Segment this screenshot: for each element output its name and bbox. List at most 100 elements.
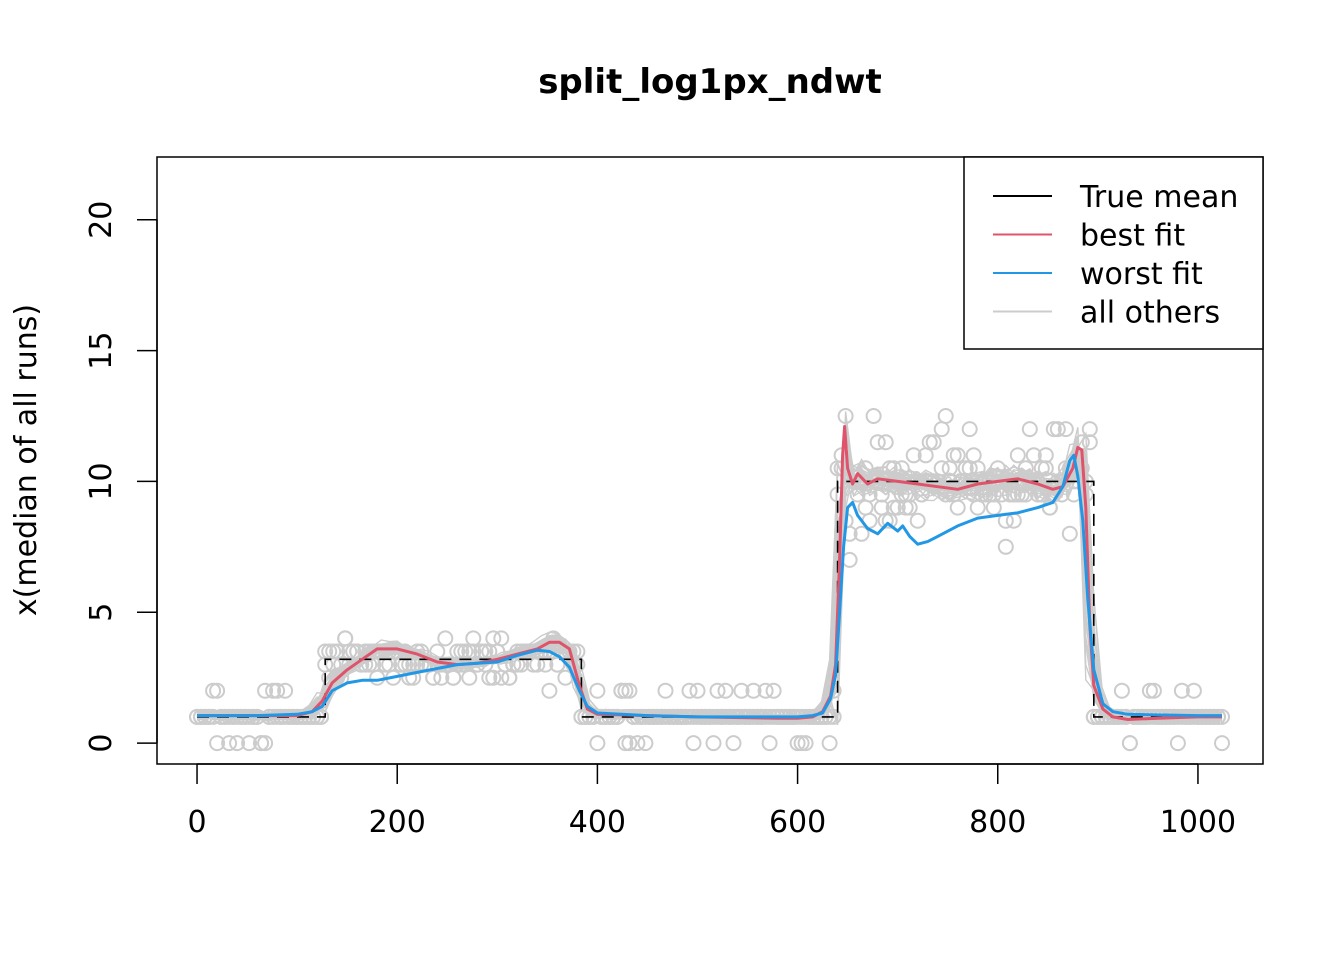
observation-point — [337, 630, 354, 647]
observation-point — [265, 682, 282, 699]
legend-box — [963, 156, 1264, 350]
observation-point — [681, 682, 698, 699]
observation-point — [689, 682, 706, 699]
observation-point — [877, 434, 894, 451]
y-tick-label: 10 — [84, 462, 119, 500]
observation-point — [241, 735, 258, 752]
observation-point — [969, 460, 986, 477]
observation-point — [1113, 682, 1130, 699]
observation-point — [205, 682, 222, 699]
observation-point — [269, 682, 286, 699]
observation-point — [637, 735, 654, 752]
observation-point — [1037, 460, 1054, 477]
observation-point — [1001, 486, 1018, 503]
observation-point — [893, 460, 910, 477]
legend-label: worst fit — [1080, 257, 1203, 292]
observation-point — [797, 735, 814, 752]
all-others-layer — [196, 411, 1223, 726]
observation-point — [901, 499, 918, 516]
observation-point — [657, 682, 674, 699]
observation-point — [1057, 421, 1074, 438]
x-tick-label: 200 — [369, 805, 426, 840]
all-others-line — [196, 446, 1223, 721]
x-tick-label: 800 — [969, 805, 1026, 840]
observation-point — [209, 682, 226, 699]
observation-point — [1029, 486, 1046, 503]
observation-point — [1121, 735, 1138, 752]
observation-point — [425, 669, 442, 686]
observation-point — [541, 682, 558, 699]
observation-point — [909, 512, 926, 529]
observation-point — [621, 735, 638, 752]
observation-point — [985, 499, 1002, 516]
observation-point — [705, 735, 722, 752]
observation-point — [365, 643, 382, 660]
y-tick-label: 15 — [84, 332, 119, 370]
observation-point — [841, 551, 858, 568]
all-others-line — [196, 459, 1223, 725]
observation-point — [821, 735, 838, 752]
observation-point — [853, 525, 870, 542]
observation-point — [1173, 682, 1190, 699]
observation-point — [209, 735, 226, 752]
observation-point — [589, 735, 606, 752]
observation-point — [945, 447, 962, 464]
fit-lines-layer — [197, 425, 1222, 721]
observation-point — [485, 669, 502, 686]
observation-point — [921, 434, 938, 451]
observation-point — [1061, 525, 1078, 542]
observation-point — [1185, 682, 1202, 699]
y-tick-label: 5 — [84, 603, 119, 622]
observation-point — [865, 408, 882, 424]
observation-point — [221, 735, 238, 752]
observation-point — [965, 447, 982, 464]
observation-point — [465, 630, 482, 647]
observation-point — [1145, 682, 1162, 699]
observation-point — [685, 735, 702, 752]
observation-point — [277, 682, 294, 699]
y-tick-label: 0 — [84, 734, 119, 753]
observation-point — [881, 460, 898, 477]
observation-point — [1025, 447, 1042, 464]
observation-point — [613, 682, 630, 699]
observation-point — [1045, 421, 1062, 438]
observation-point — [369, 643, 386, 660]
observation-point — [925, 434, 942, 451]
x-axis: 0 200 400 600 800 1000 — [187, 763, 1236, 840]
observation-point — [933, 421, 950, 438]
observation-point — [717, 682, 734, 699]
observation-point — [461, 669, 478, 686]
observation-point — [905, 447, 922, 464]
observation-point — [313, 708, 330, 725]
x-tick-label: 0 — [187, 805, 206, 840]
observation-point — [757, 682, 774, 699]
observation-point — [869, 434, 886, 451]
observation-point — [725, 735, 742, 752]
x-tick-label: 400 — [569, 805, 626, 840]
y-tick-label: 20 — [84, 201, 119, 239]
observation-point — [345, 643, 362, 660]
observation-point — [1214, 735, 1230, 752]
observation-point — [493, 630, 510, 647]
observation-point — [765, 682, 782, 699]
observation-point — [1081, 421, 1098, 438]
chart-title: split_log1px_ndwt — [538, 62, 882, 102]
observation-point — [1049, 421, 1066, 438]
observation-point — [629, 735, 646, 752]
observation-point — [841, 525, 858, 542]
observation-point — [253, 735, 270, 752]
observation-point — [385, 643, 402, 660]
legend-label: all others — [1080, 296, 1220, 331]
observation-point — [877, 512, 894, 529]
y-axis-label: x(median of all runs) — [9, 304, 44, 616]
observation-point — [937, 408, 954, 424]
observation-point — [873, 486, 890, 503]
observation-point — [229, 735, 246, 752]
observation-point — [1021, 421, 1038, 438]
observation-point — [1089, 708, 1106, 725]
observation-point — [617, 735, 634, 752]
observation-point — [709, 682, 726, 699]
all-others-line — [196, 467, 1223, 724]
